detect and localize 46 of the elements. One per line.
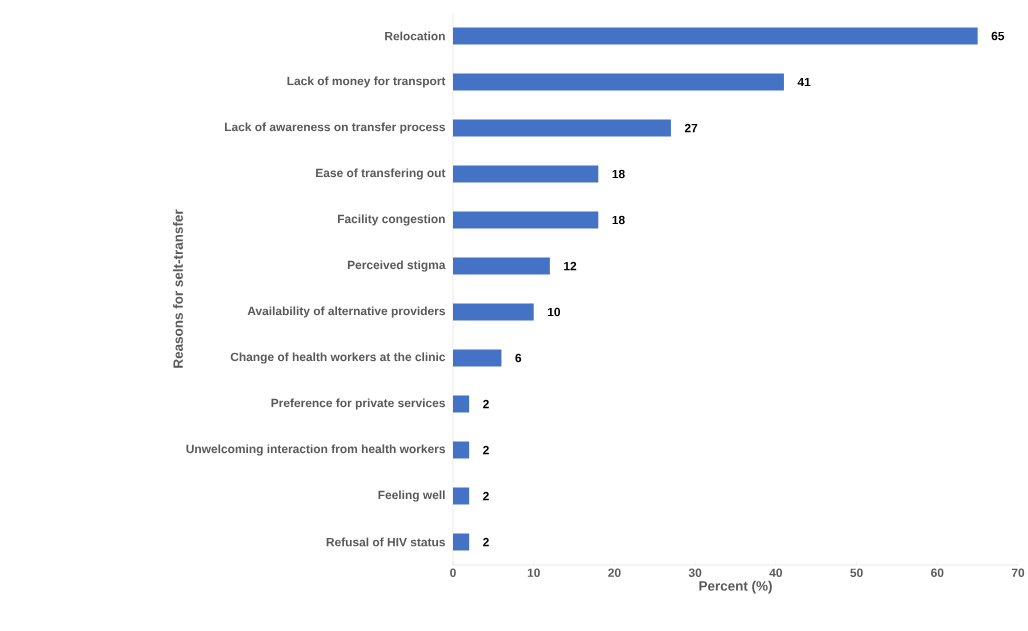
data-label: 10 xyxy=(547,307,561,317)
y-tick-label: Lack of awareness on transfer process xyxy=(225,122,445,134)
bar xyxy=(453,303,534,321)
bar xyxy=(453,211,599,229)
bar xyxy=(453,533,470,551)
data-label: 41 xyxy=(797,77,811,87)
y-tick-label: Preference for private services xyxy=(271,398,445,410)
y-tick-label: Perceived stigma xyxy=(347,260,446,272)
y-tick-label: Ease of transfering out xyxy=(316,168,446,180)
data-label: 12 xyxy=(564,261,577,271)
bar xyxy=(453,257,550,275)
data-label: 2 xyxy=(483,537,489,547)
x-tick-label: 70 xyxy=(1011,568,1025,577)
x-tick-label: 40 xyxy=(769,568,783,577)
y-tick-label: Lack of money for transport xyxy=(287,76,446,88)
data-label: 18 xyxy=(612,169,625,179)
data-label: 2 xyxy=(483,491,489,501)
x-tick-label: 10 xyxy=(527,568,540,577)
x-axis-title: Percent (%) xyxy=(699,580,772,594)
bar xyxy=(453,487,470,505)
bar xyxy=(453,73,784,91)
data-label: 2 xyxy=(483,445,489,455)
x-tick-label: 30 xyxy=(688,568,702,577)
x-tick-label: 60 xyxy=(931,568,944,577)
y-tick-label: Refusal of HIV status xyxy=(326,537,445,547)
y-tick-label: Facility congestion xyxy=(338,214,445,226)
bar xyxy=(453,349,502,367)
bar xyxy=(453,395,470,413)
data-label: 2 xyxy=(483,399,489,409)
bar xyxy=(453,27,978,45)
y-axis-title: Reasons for selt-transfer xyxy=(173,209,183,368)
bar xyxy=(453,441,470,459)
data-label: 18 xyxy=(612,215,625,225)
data-label: 65 xyxy=(991,31,1005,41)
y-tick-label: Unwelcoming interaction from health workers xyxy=(186,444,445,456)
x-tick-label: 20 xyxy=(608,568,621,577)
x-tick-label: 0 xyxy=(450,568,456,577)
y-tick-label: Relocation xyxy=(385,31,445,41)
y-tick-label: Change of health workers at the clinic xyxy=(230,352,446,364)
bar xyxy=(453,119,671,137)
data-label: 6 xyxy=(515,353,522,363)
data-label: 27 xyxy=(684,123,698,133)
x-tick-label: 50 xyxy=(850,568,863,577)
y-tick-label: Feeling well xyxy=(378,490,445,502)
bar xyxy=(453,165,599,183)
y-tick-label: Availability of alternative providers xyxy=(247,306,445,318)
